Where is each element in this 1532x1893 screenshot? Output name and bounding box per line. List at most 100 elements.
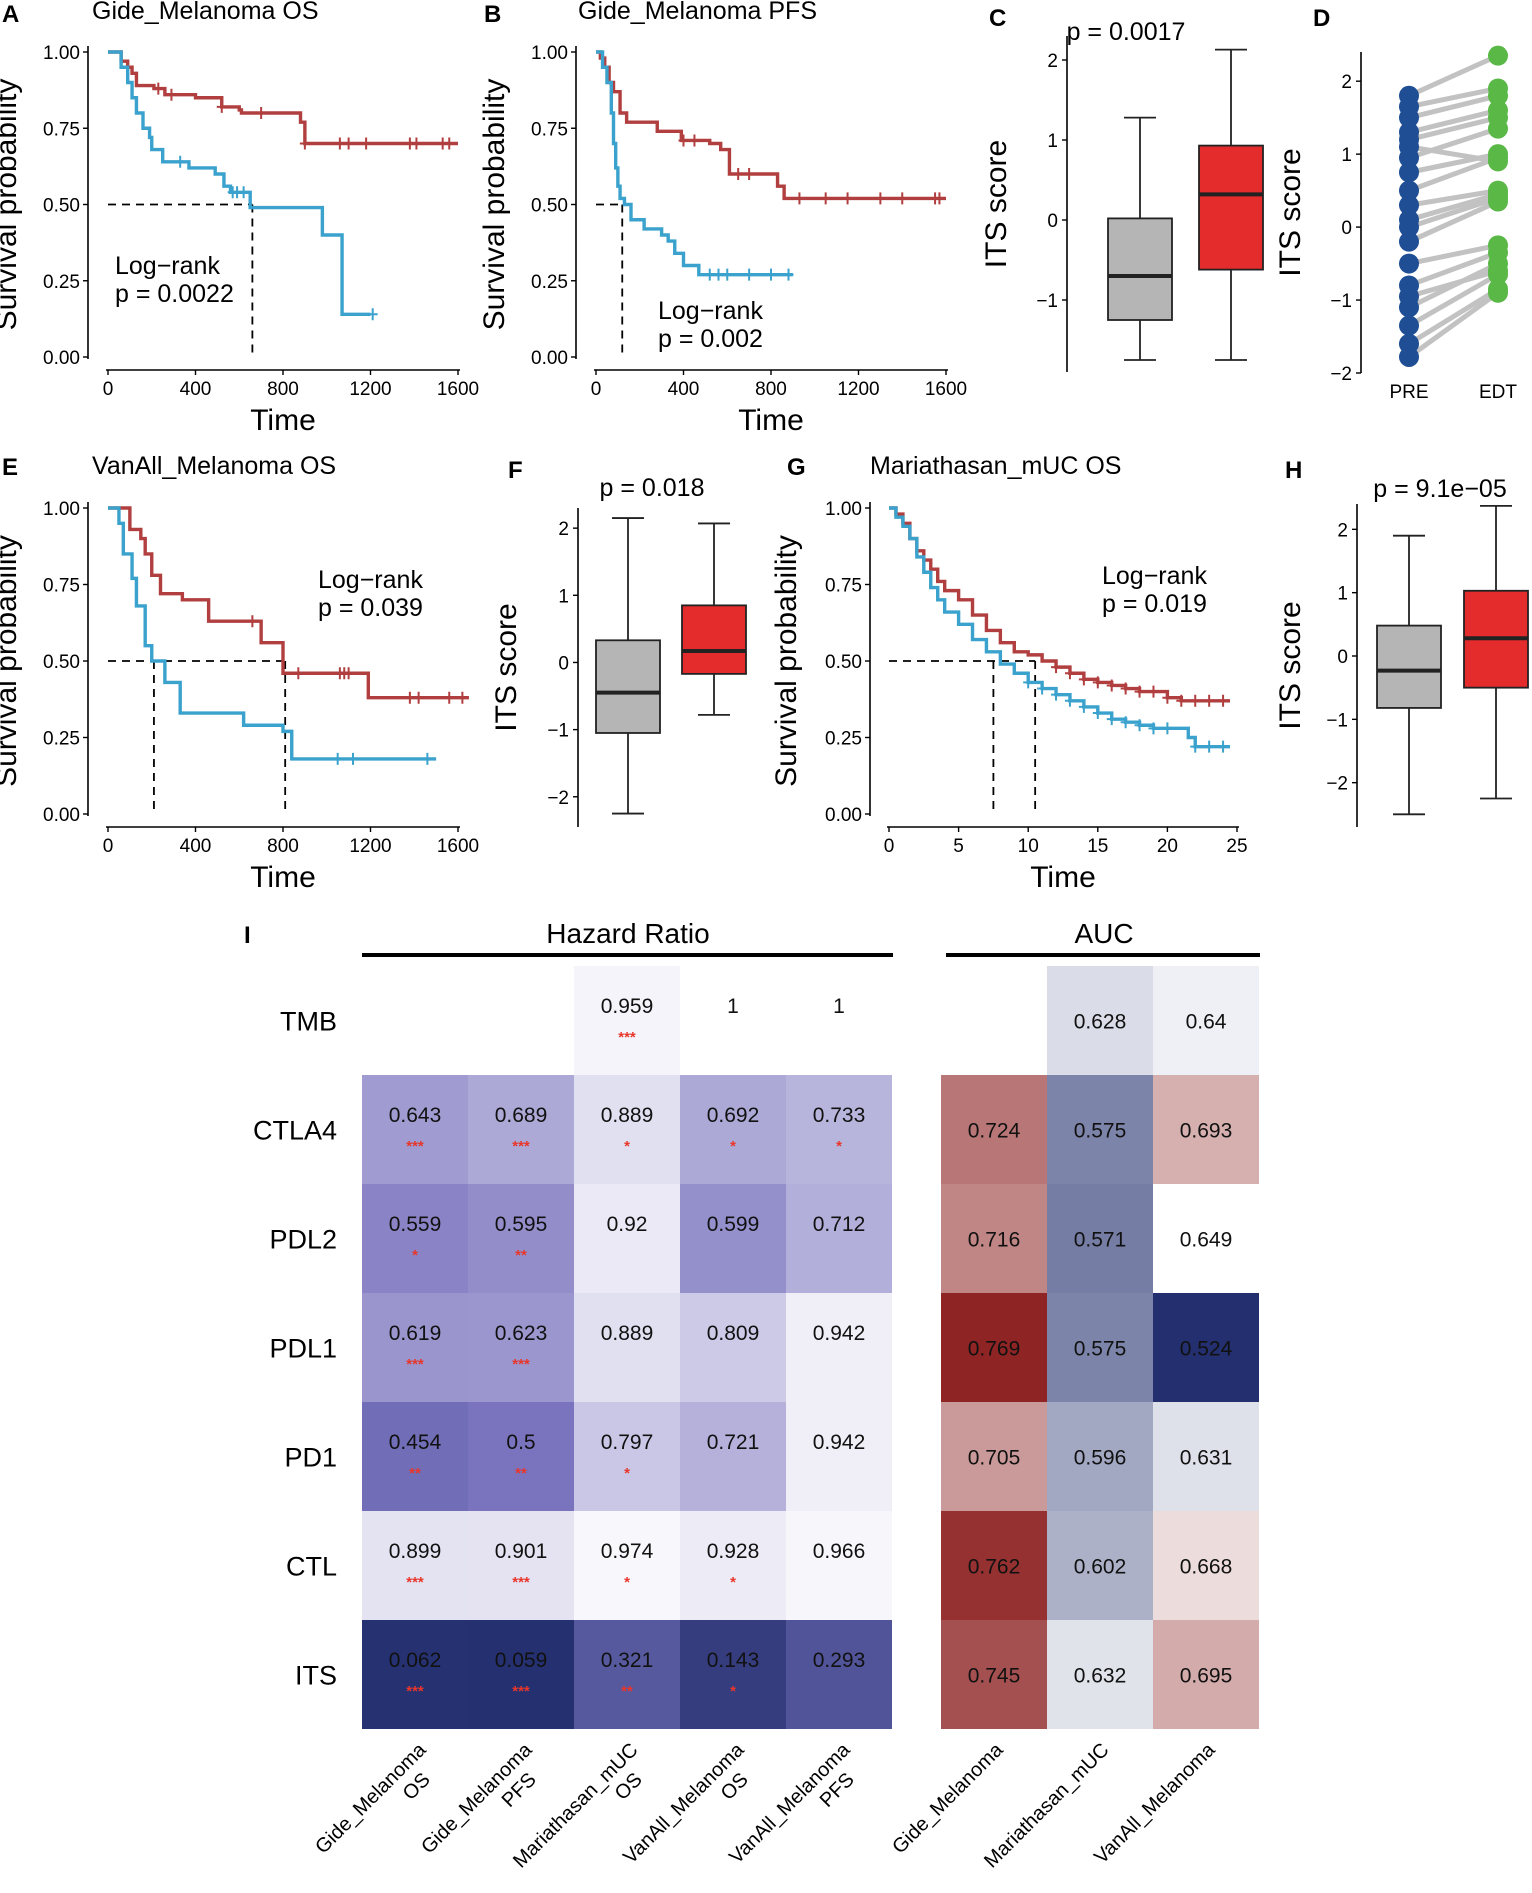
y-axis-title: Survival probability — [770, 535, 803, 787]
heatmap-value: 0.575 — [1074, 1120, 1127, 1143]
heatmap-row-label: ITS — [295, 1661, 337, 1691]
heatmap-cell-hr — [362, 1402, 468, 1511]
heatmap-cell-auc — [1153, 1511, 1259, 1620]
box-low — [1107, 217, 1173, 321]
censor-mark — [1162, 691, 1173, 704]
significance-stars: *** — [512, 1574, 530, 1591]
heatmap-cell-auc — [941, 1402, 1047, 1511]
significance-stars: *** — [406, 1683, 424, 1700]
censor-mark — [153, 82, 164, 95]
box-high — [1198, 144, 1264, 271]
heatmap-value: 0.575 — [1074, 1338, 1127, 1361]
heatmap-value: 0.901 — [495, 1540, 548, 1563]
y-tick-label: 0.75 — [43, 576, 80, 597]
x-tick-label: 5 — [953, 836, 964, 857]
heatmap-value: 0.643 — [389, 1104, 442, 1127]
significance-stars: *** — [512, 1356, 530, 1373]
y-tick-label: 0.75 — [825, 576, 862, 597]
y-tick-label: 0.75 — [531, 119, 568, 140]
heatmap-value: 0.623 — [495, 1322, 548, 1345]
heatmap-cell-hr — [786, 1184, 892, 1293]
pair-line — [1408, 195, 1499, 230]
x-tick-label: 1600 — [925, 379, 967, 400]
heatmap-cell-hr — [574, 1511, 680, 1620]
x-tick-label: 25 — [1226, 836, 1247, 857]
edt-point — [1488, 151, 1508, 172]
heatmap-title-auc: AUC — [1074, 918, 1133, 949]
panel-label: E — [2, 454, 18, 481]
heatmap-value: 0.692 — [707, 1104, 760, 1127]
censor-mark — [766, 268, 776, 281]
y-tick-label: −2 — [547, 788, 569, 809]
censor-mark — [404, 691, 415, 704]
heatmap-value: 0.959 — [601, 995, 654, 1018]
y-tick-label: −1 — [1326, 710, 1348, 731]
censor-mark — [1204, 740, 1215, 753]
censor-mark — [713, 268, 724, 281]
y-tick-label: 0.50 — [43, 652, 80, 673]
y-tick-label: 1 — [1337, 584, 1348, 605]
heatmap-cell-auc — [1047, 966, 1153, 1075]
heatmap-row-label: PD1 — [284, 1443, 337, 1473]
x-tick-label: 0 — [884, 836, 895, 857]
censor-mark — [1120, 682, 1131, 695]
x-axis-title: Time — [250, 861, 316, 894]
x-tick-label: 800 — [755, 379, 787, 400]
significance-stars: *** — [512, 1138, 530, 1155]
heatmap-cell-auc — [941, 1620, 1047, 1729]
edt-point — [1488, 118, 1508, 139]
heatmap-cell-hr — [362, 1293, 468, 1402]
chart-title: Gide_Melanoma OS — [92, 0, 319, 25]
heatmap-column-label: VanAll_MelanomaPFS — [725, 1738, 872, 1885]
heatmap-cell-auc — [941, 1511, 1047, 1620]
y-tick-label: −2 — [1326, 774, 1348, 795]
heatmap-value: 0.559 — [389, 1213, 442, 1236]
significance-stars: ** — [621, 1683, 633, 1700]
pre-point — [1399, 286, 1419, 307]
pre-point — [1399, 231, 1419, 252]
panel-label: G — [787, 454, 806, 481]
pair-line — [1407, 53, 1500, 99]
y-tick-label: 0.25 — [825, 729, 862, 750]
pair-line — [1408, 144, 1499, 164]
panel-b: B Gide_Melanoma PFS 0.00 0.25 0.50 0.75 1.00 0 4… — [478, 0, 967, 437]
heatmap-value: 0.595 — [495, 1213, 548, 1236]
censor-mark — [1204, 694, 1215, 707]
y-tick-label: 1 — [1047, 131, 1058, 152]
pair-line — [1407, 286, 1500, 346]
logrank-label: Log−rank — [1102, 562, 1207, 590]
p-value-label: p = 0.019 — [1102, 590, 1207, 618]
heatmap-value: 0.92 — [607, 1213, 648, 1236]
significance-stars: * — [730, 1574, 736, 1591]
significance-stars: * — [624, 1138, 630, 1155]
censor-mark — [343, 667, 354, 680]
pair-line — [1407, 272, 1500, 328]
x-tick-label: 0 — [591, 379, 602, 400]
panel-label: C — [989, 5, 1006, 32]
y-tick-label: 1 — [558, 586, 569, 607]
logrank-label: Log−rank — [318, 566, 423, 594]
heatmap-cell-auc — [1047, 1184, 1153, 1293]
heatmap-cell-hr — [468, 1184, 574, 1293]
significance-stars: * — [836, 1138, 842, 1155]
heatmap-cell-hr — [468, 1402, 574, 1511]
censor-mark — [175, 155, 186, 168]
heatmap-value: 0.762 — [968, 1556, 1021, 1579]
heatmap-value: 0.5 — [506, 1431, 535, 1454]
x-category-label: EDT — [1479, 382, 1517, 403]
censor-mark — [422, 752, 433, 765]
heatmap-cell-hr — [786, 1402, 892, 1511]
x-tick-label: 0 — [103, 379, 114, 400]
heatmap-cell-auc — [1047, 1293, 1153, 1402]
edt-point — [1488, 85, 1508, 106]
censor-mark — [842, 192, 853, 205]
heatmap-value: 1 — [833, 995, 845, 1018]
chart-title: p = 0.018 — [600, 474, 705, 502]
x-tick-label: 1200 — [837, 379, 879, 400]
censor-mark — [1064, 694, 1075, 707]
heatmap-value: 0.899 — [389, 1540, 442, 1563]
y-axis-title: Survival probability — [0, 535, 23, 787]
heatmap-value: 0.769 — [968, 1338, 1021, 1361]
heatmap-value: 0.632 — [1074, 1665, 1127, 1688]
